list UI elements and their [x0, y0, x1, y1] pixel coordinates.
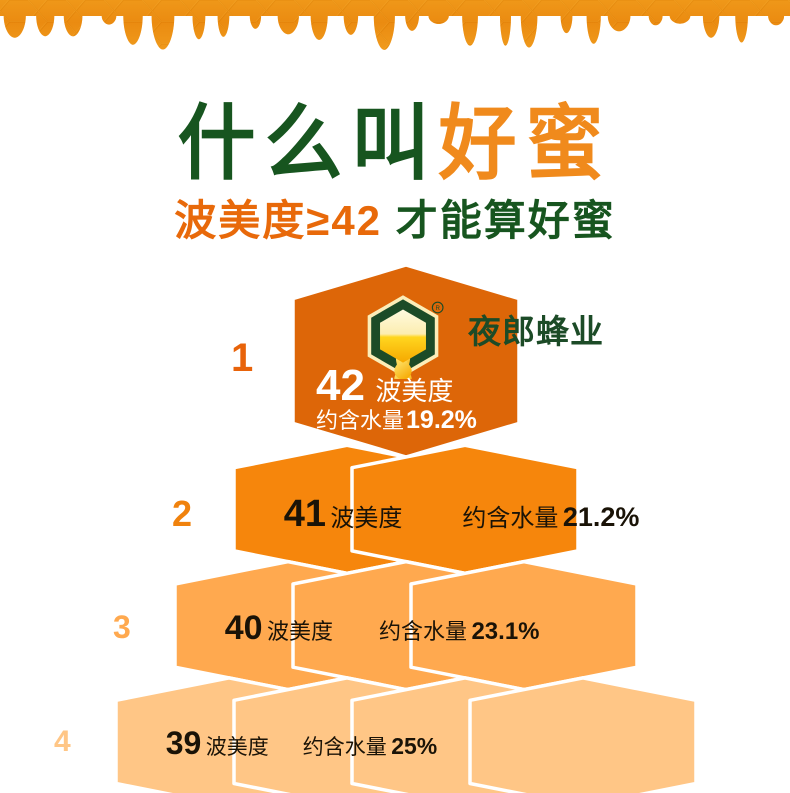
svg-text:R: R — [435, 305, 440, 312]
